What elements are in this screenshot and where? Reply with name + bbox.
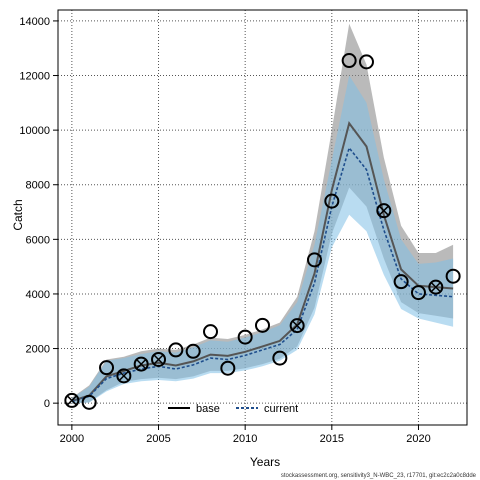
x-tick-label: 2005 [146,433,170,445]
y-tick-label: 0 [44,398,50,410]
observed-point [358,54,374,70]
observed-point [306,252,322,268]
observed-point [445,268,461,284]
fit-cross [136,359,146,369]
y-tick-label: 6000 [26,234,50,246]
x-axis-ticks: 2000 2005 2010 2015 2020 [60,425,431,445]
observed-point [324,193,340,209]
observed-point [116,368,132,384]
observed-point [341,53,357,69]
observed-point [428,279,444,295]
observed-point [272,350,288,366]
observed-point [99,360,115,376]
observed-point [410,285,426,301]
x-axis-label: Years [250,455,280,469]
band-current [71,75,454,404]
legend-base-label: base [196,403,220,415]
legend-current-label: current [264,403,298,415]
y-axis-ticks: 0 2000 4000 6000 8000 10000 12000 14000 [19,16,58,410]
observed-points [64,53,461,410]
y-tick-label: 12000 [19,71,50,83]
y-tick-label: 10000 [19,125,50,137]
observed-point [133,356,149,372]
fit-cross [67,395,77,405]
fit-cross [292,321,302,331]
fit-cross [119,371,129,381]
x-tick-label: 2010 [233,433,257,445]
observed-point [237,329,253,345]
observed-point [220,360,236,376]
observed-point [64,392,80,408]
observed-point [168,342,184,358]
observed-point [376,203,392,219]
x-tick-label: 2000 [60,433,84,445]
y-tick-label: 8000 [26,180,50,192]
fit-cross [431,282,441,292]
footer-note: stockassessment.org, sensitivity3_N-WBC_… [281,473,477,479]
y-tick-label: 14000 [19,16,50,28]
observed-point [203,324,219,340]
observed-point [255,317,270,333]
y-tick-label: 2000 [26,344,50,356]
fit-cross [379,206,389,216]
x-tick-label: 2015 [320,433,344,445]
observed-point [151,351,167,367]
observed-point [185,343,201,359]
observed-point [81,394,97,410]
line-current [71,146,454,403]
plot-frame [57,9,468,426]
observed-point [393,274,409,290]
fit-cross [153,354,164,365]
observed-point [289,318,305,334]
y-axis-label: Catch [11,199,25,230]
confidence-bands [71,23,454,404]
x-tick-label: 2020 [406,433,430,445]
legend: base current [168,403,298,415]
y-tick-label: 4000 [26,289,50,301]
